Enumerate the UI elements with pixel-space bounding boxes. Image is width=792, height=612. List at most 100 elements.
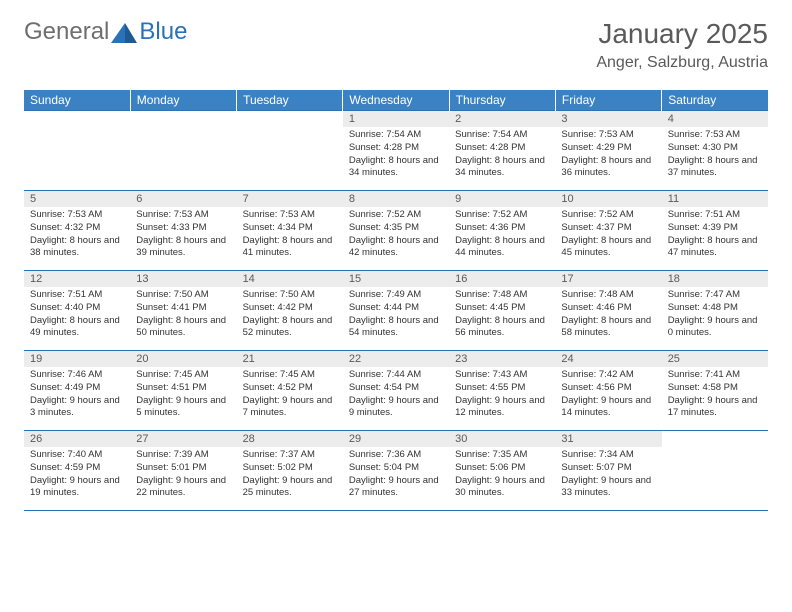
calendar-day-cell: 11Sunrise: 7:51 AMSunset: 4:39 PMDayligh… [662, 191, 768, 271]
calendar-day-cell: 19Sunrise: 7:46 AMSunset: 4:49 PMDayligh… [24, 351, 130, 431]
sunset-line: Sunset: 4:36 PM [455, 222, 525, 233]
weekday-header: Wednesday [343, 90, 449, 111]
calendar-day-cell: 14Sunrise: 7:50 AMSunset: 4:42 PMDayligh… [237, 271, 343, 351]
day-number: 22 [343, 351, 449, 367]
day-number: 12 [24, 271, 130, 287]
sunrise-line: Sunrise: 7:36 AM [349, 449, 421, 460]
day-number: 9 [449, 191, 555, 207]
logo-text-blue: Blue [139, 18, 187, 46]
daylight-line: Daylight: 9 hours and 0 minutes. [668, 315, 758, 339]
calendar-day-cell: 23Sunrise: 7:43 AMSunset: 4:55 PMDayligh… [449, 351, 555, 431]
sunrise-line: Sunrise: 7:52 AM [455, 209, 527, 220]
day-number: 31 [555, 431, 661, 447]
daylight-line: Daylight: 8 hours and 41 minutes. [243, 235, 333, 259]
daylight-line: Daylight: 8 hours and 47 minutes. [668, 235, 758, 259]
day-data: Sunrise: 7:44 AM Sunset: 4:54 PM Daylight:… [343, 367, 449, 424]
sunrise-line: Sunrise: 7:48 AM [455, 289, 527, 300]
calendar-day-cell: 5Sunrise: 7:53 AMSunset: 4:32 PMDaylight… [24, 191, 130, 271]
calendar-day-cell: 13Sunrise: 7:50 AMSunset: 4:41 PMDayligh… [130, 271, 236, 351]
day-data: Sunrise: 7:47 AMSunset: 4:48 PMDaylight:… [662, 287, 768, 344]
daylight-line: Daylight: 8 hours and 42 minutes. [349, 235, 439, 259]
day-number: 23 [449, 351, 555, 367]
day-data: Sunrise: 7:51 AMSunset: 4:40 PMDaylight:… [24, 287, 130, 344]
sunset-line: Sunset: 5:07 PM [561, 462, 631, 473]
calendar-day-cell: 12Sunrise: 7:51 AMSunset: 4:40 PMDayligh… [24, 271, 130, 351]
sunrise-line: Sunrise: 7:54 AM [349, 129, 421, 140]
sunrise-line: Sunrise: 7:53 AM [136, 209, 208, 220]
calendar-day-cell: 31Sunrise: 7:34 AMSunset: 5:07 PMDayligh… [555, 431, 661, 511]
sunrise-line: Sunrise: 7:49 AM [349, 289, 421, 300]
day-number: 21 [237, 351, 343, 367]
day-data: Sunrise: 7:41 AMSunset: 4:58 PMDaylight:… [662, 367, 768, 424]
calendar-day-cell [24, 111, 130, 191]
sunset-line: Sunset: 4:29 PM [561, 142, 631, 153]
day-number: 30 [449, 431, 555, 447]
calendar-day-cell: 8Sunrise: 7:52 AMSunset: 4:35 PMDaylight… [343, 191, 449, 271]
calendar-day-cell: 29Sunrise: 7:36 AMSunset: 5:04 PMDayligh… [343, 431, 449, 511]
calendar-day-cell: 25Sunrise: 7:41 AMSunset: 4:58 PMDayligh… [662, 351, 768, 431]
day-number: 2 [449, 111, 555, 127]
daylight-line: Daylight: 9 hours and 9 minutes. [349, 395, 439, 419]
sunset-line: Sunset: 4:30 PM [668, 142, 738, 153]
daylight-line: Daylight: 9 hours and 5 minutes. [136, 395, 226, 419]
logo-triangle-icon [111, 21, 137, 43]
day-data: Sunrise: 7:45 AMSunset: 4:51 PMDaylight:… [130, 367, 236, 424]
sunrise-line: Sunrise: 7:45 AM [243, 369, 315, 380]
daylight-line: Daylight: 8 hours and 36 minutes. [561, 155, 651, 179]
day-data: Sunrise: 7:52 AM Sunset: 4:36 PM Daylight:… [449, 207, 555, 264]
daylight-line: Daylight: 8 hours and 49 minutes. [30, 315, 120, 339]
daylight-line: Daylight: 8 hours and 44 minutes. [455, 235, 545, 259]
sunrise-line: Sunrise: 7:44 AM [349, 369, 421, 380]
calendar-week-row: 26Sunrise: 7:40 AMSunset: 4:59 PMDayligh… [24, 431, 768, 511]
calendar-day-cell: 9 Sunrise: 7:52 AM Sunset: 4:36 PM Daylight… [449, 191, 555, 271]
calendar-day-cell: 6Sunrise: 7:53 AMSunset: 4:33 PMDaylight… [130, 191, 236, 271]
sunrise-line: Sunrise: 7:47 AM [668, 289, 740, 300]
day-number: 6 [130, 191, 236, 207]
weekday-header: Thursday [449, 90, 555, 111]
sunset-line: Sunset: 4:33 PM [136, 222, 206, 233]
day-data: Sunrise: 7:40 AMSunset: 4:59 PMDaylight:… [24, 447, 130, 504]
sunrise-line: Sunrise: 7:46 AM [30, 369, 102, 380]
day-data: Sunrise: 7:42 AMSunset: 4:56 PMDaylight:… [555, 367, 661, 424]
sunset-line: Sunset: 4:45 PM [455, 302, 525, 313]
day-data: Sunrise: 7:50 AMSunset: 4:41 PMDaylight:… [130, 287, 236, 344]
day-number: 14 [237, 271, 343, 287]
sunrise-line: Sunrise: 7:40 AM [30, 449, 102, 460]
daylight-line: Daylight: 9 hours and 14 minutes. [561, 395, 651, 419]
month-title: January 2025 [596, 18, 768, 50]
sunset-line: Sunset: 5:04 PM [349, 462, 419, 473]
sunset-line: Sunset: 4:42 PM [243, 302, 313, 313]
sunset-line: Sunset: 4:37 PM [561, 222, 631, 233]
calendar-day-cell: 30Sunrise: 7:35 AMSunset: 5:06 PMDayligh… [449, 431, 555, 511]
calendar-day-cell: 24Sunrise: 7:42 AMSunset: 4:56 PMDayligh… [555, 351, 661, 431]
daylight-line: Daylight: 9 hours and 7 minutes. [243, 395, 333, 419]
daylight-line: Daylight: 8 hours and 58 minutes. [561, 315, 651, 339]
day-data: Sunrise: 7:34 AMSunset: 5:07 PMDaylight:… [555, 447, 661, 504]
daylight-line: Daylight: 8 hours and 54 minutes. [349, 315, 439, 339]
daylight-line: Daylight: 8 hours and 34 minutes. [349, 155, 439, 179]
daylight-line: Daylight: 8 hours and 37 minutes. [668, 155, 758, 179]
day-number: 15 [343, 271, 449, 287]
day-number: 24 [555, 351, 661, 367]
calendar-week-row: 5Sunrise: 7:53 AMSunset: 4:32 PMDaylight… [24, 191, 768, 271]
day-number: 8 [343, 191, 449, 207]
daylight-line: Daylight: 9 hours and 22 minutes. [136, 475, 226, 499]
sunset-line: Sunset: 4:32 PM [30, 222, 100, 233]
day-number: 3 [555, 111, 661, 127]
day-number: 16 [449, 271, 555, 287]
day-number: 26 [24, 431, 130, 447]
sunrise-line: Sunrise: 7:41 AM [668, 369, 740, 380]
day-number: 18 [662, 271, 768, 287]
calendar-day-cell: 15Sunrise: 7:49 AMSunset: 4:44 PMDayligh… [343, 271, 449, 351]
daylight-line: Daylight: 9 hours and 19 minutes. [30, 475, 120, 499]
weekday-header: Tuesday [237, 90, 343, 111]
calendar-day-cell: 10Sunrise: 7:52 AMSunset: 4:37 PMDayligh… [555, 191, 661, 271]
day-number: 20 [130, 351, 236, 367]
weekday-header: Saturday [662, 90, 768, 111]
sunrise-line: Sunrise: 7:39 AM [136, 449, 208, 460]
sunset-line: Sunset: 4:54 PM [349, 382, 419, 393]
calendar-day-cell: 20Sunrise: 7:45 AMSunset: 4:51 PMDayligh… [130, 351, 236, 431]
daylight-line: Daylight: 8 hours and 45 minutes. [561, 235, 651, 259]
day-data: Sunrise: 7:53 AMSunset: 4:34 PMDaylight:… [237, 207, 343, 264]
sunset-line: Sunset: 4:56 PM [561, 382, 631, 393]
